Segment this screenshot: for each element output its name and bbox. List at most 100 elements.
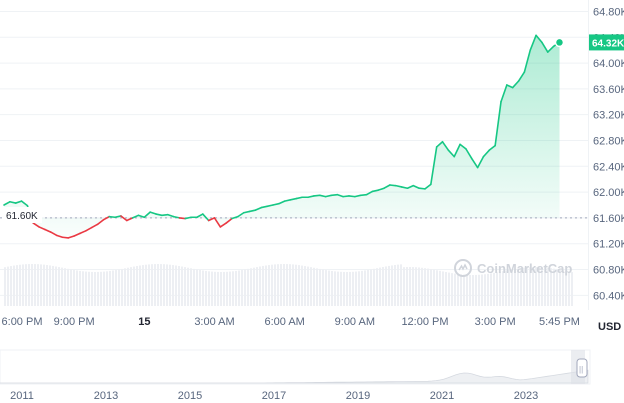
volume-bar — [283, 264, 285, 306]
price-line-segment — [418, 187, 426, 190]
volume-bar — [538, 267, 540, 306]
volume-bar — [190, 268, 192, 306]
volume-bar — [334, 271, 336, 306]
volume-bar — [418, 267, 420, 306]
price-line-segment — [278, 200, 286, 205]
volume-bar — [79, 270, 81, 306]
price-line-segment — [289, 197, 298, 201]
volume-bar — [220, 271, 222, 306]
volume-bar — [328, 270, 330, 306]
volume-bar — [100, 271, 102, 306]
volume-bar — [145, 264, 147, 306]
volume-bar — [550, 268, 552, 306]
navigator-year-label: 2017 — [262, 390, 286, 402]
price-line-segment — [377, 187, 385, 191]
volume-bar — [118, 269, 120, 306]
y-tick-label: 64.80K — [593, 6, 624, 18]
price-line-segment — [511, 80, 520, 89]
volume-bar — [424, 268, 426, 306]
volume-bar — [289, 264, 291, 306]
volume-bar — [202, 270, 204, 306]
price-line-segment — [389, 184, 397, 187]
price-line-segment — [149, 211, 157, 215]
y-tick-label: 63.20K — [593, 110, 624, 122]
volume-bar — [478, 274, 480, 306]
price-line-segment — [359, 193, 368, 197]
volume-bar — [244, 269, 246, 306]
price-line-segment — [535, 34, 543, 44]
volume-bar — [232, 271, 234, 306]
volume-bar — [4, 267, 6, 306]
price-line-segment — [55, 234, 64, 239]
volume-bar — [361, 270, 363, 306]
volume-bar — [349, 271, 351, 306]
volume-bar — [571, 272, 573, 306]
volume-bar — [85, 271, 87, 306]
volume-bar — [412, 267, 414, 306]
price-line-segment — [295, 196, 304, 200]
volume-bar — [166, 264, 168, 306]
volume-bar — [148, 264, 150, 306]
volume-bar — [214, 271, 216, 306]
volume-bar — [310, 267, 312, 306]
volume-bar — [10, 266, 12, 306]
y-tick-label: 62.40K — [593, 161, 624, 173]
volume-bar — [460, 274, 462, 306]
navigator-handle-grip: || — [579, 365, 583, 374]
y-tick-label: 61.20K — [593, 239, 624, 251]
volume-bar — [490, 273, 492, 306]
navigator-year-label: 2013 — [94, 390, 118, 402]
y-tick-label: 61.60K — [593, 213, 624, 225]
price-line-segment — [283, 199, 292, 202]
volume-bar — [226, 271, 228, 306]
volume-bar — [37, 264, 39, 306]
navigator-year-axis: 2011 2013 2015 2017 2019 2021 2023 — [10, 390, 538, 402]
price-line-segment — [482, 149, 491, 158]
y-tick-label: 63.60K — [593, 84, 624, 96]
volume-bar — [217, 271, 219, 306]
volume-bar — [181, 266, 183, 306]
volume-bar — [16, 265, 18, 306]
navigator-year-label: 2019 — [346, 390, 370, 402]
volume-bar — [301, 265, 303, 306]
volume-bar — [469, 274, 471, 306]
range-navigator[interactable]: || 2011 2013 2015 2017 2019 2021 2023 — [0, 349, 591, 402]
current-price-tag-bg — [589, 34, 624, 51]
volume-bar — [397, 264, 399, 306]
price-line-segment — [441, 140, 450, 151]
volume-bar — [64, 268, 66, 306]
volume-bar — [379, 267, 381, 306]
price-line-segment — [237, 211, 245, 218]
volume-bar — [184, 267, 186, 306]
volume-bar — [73, 269, 75, 306]
volume-bar — [382, 267, 384, 306]
volume-bar — [238, 270, 240, 306]
volume-bar — [529, 267, 531, 306]
price-line-segment — [9, 200, 17, 204]
price-line-segment — [161, 213, 169, 217]
price-line-segment — [354, 194, 362, 198]
volume-bar — [544, 267, 546, 306]
navigator-handle[interactable] — [576, 358, 588, 378]
watermark-text: CoinMarketCap — [477, 261, 572, 276]
volume-bar — [208, 271, 210, 306]
price-line-segment — [465, 148, 473, 160]
volume-bar — [355, 271, 357, 306]
price-line-segment — [213, 217, 222, 228]
volume-bar — [376, 268, 378, 306]
volume-bar — [28, 264, 30, 306]
volume-bar — [406, 267, 408, 306]
price-line-segment — [79, 230, 87, 235]
volume-bar — [241, 269, 243, 306]
volume-bar — [346, 271, 348, 306]
volume-bar — [415, 267, 417, 306]
y-tick-label: 62.80K — [593, 135, 624, 147]
price-line-segment — [207, 217, 216, 222]
volume-bar — [70, 269, 72, 306]
volume-bar — [106, 271, 108, 306]
volume-bar — [52, 265, 54, 306]
volume-bar — [433, 269, 435, 306]
price-line-segment — [453, 143, 461, 158]
volume-bar — [142, 265, 144, 306]
x-tick-label: 15 — [138, 316, 150, 328]
